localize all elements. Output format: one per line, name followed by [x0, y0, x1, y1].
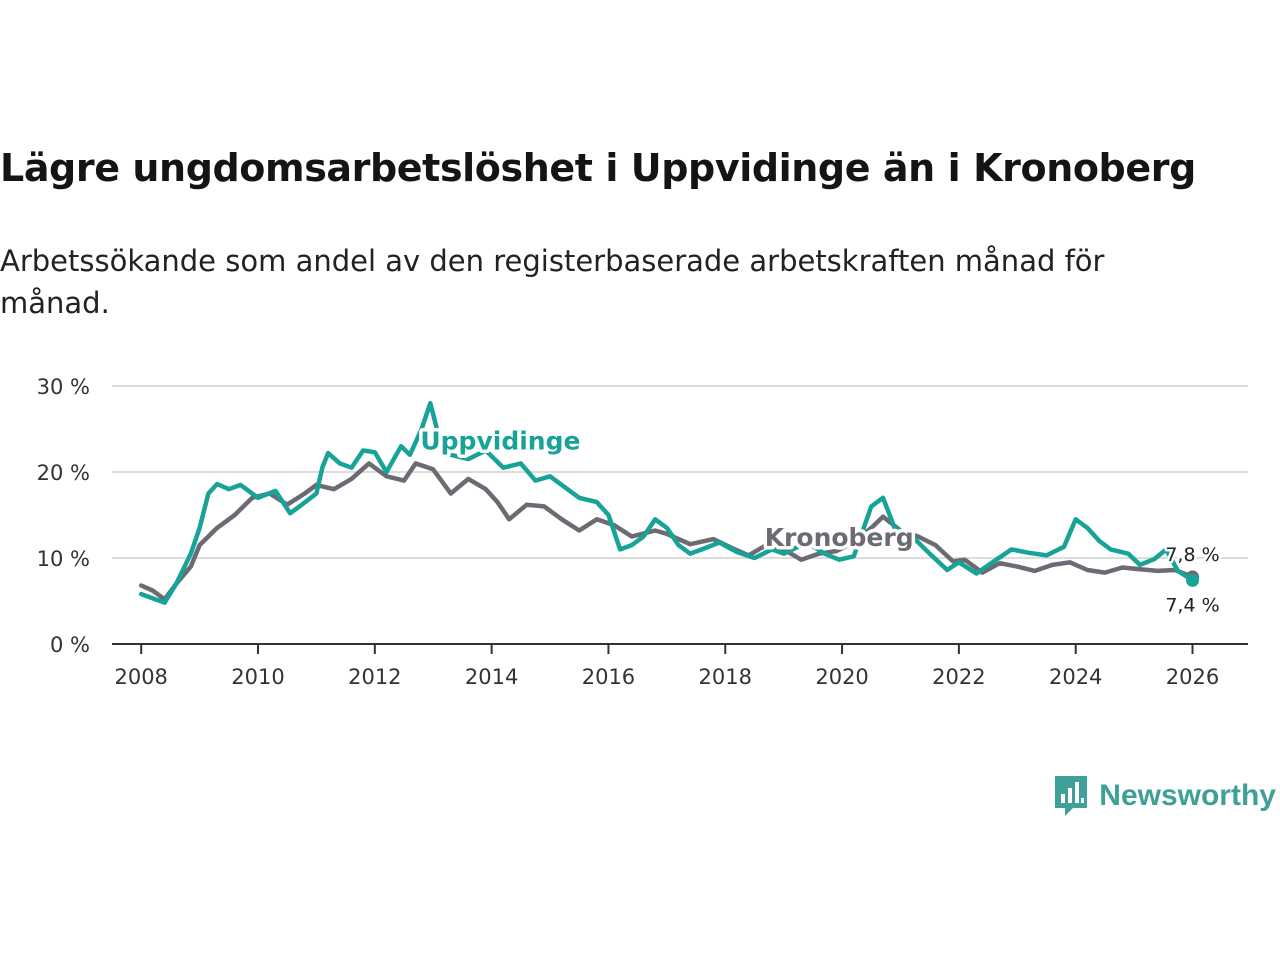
- chart-subtitle: Arbetssökande som andel av den registerb…: [0, 244, 1105, 320]
- y-tick-label: 0 %: [50, 633, 90, 657]
- end-label-kronoberg: 7,8 %: [1165, 544, 1219, 566]
- chart-title: Lägre ungdomsarbetslöshet i Uppvidinge ä…: [0, 146, 1196, 190]
- brand-name: Newsworthy: [1099, 779, 1276, 812]
- x-tick-label: 2018: [699, 665, 752, 689]
- newsworthy-logo-icon: [1055, 776, 1088, 816]
- series-label-kronoberg: Kronoberg: [765, 523, 914, 552]
- series-label-uppvidinge: Uppvidinge: [420, 427, 580, 456]
- end-point-uppvidinge: [1186, 573, 1200, 587]
- y-tick-label: 20 %: [37, 461, 90, 485]
- x-tick-label: 2024: [1049, 665, 1102, 689]
- x-tick-label: 2020: [815, 665, 868, 689]
- end-label-uppvidinge: 7,4 %: [1165, 594, 1219, 616]
- x-tick-label: 2014: [465, 665, 518, 689]
- series-labels: Uppvidinge Kronoberg 7,8 % 7,4 %: [417, 423, 1222, 619]
- x-tick-label: 2012: [348, 665, 401, 689]
- y-tick-label: 10 %: [37, 547, 90, 571]
- x-tick-label: 2008: [114, 665, 167, 689]
- y-tick-label: 30 %: [37, 375, 90, 399]
- x-tick-label: 2022: [932, 665, 985, 689]
- x-tick-label: 2026: [1166, 665, 1219, 689]
- series-line-uppvidinge: [138, 400, 1195, 605]
- newsworthy-logo: Newsworthy: [1053, 774, 1276, 818]
- x-axis-ticks: 2008 2010 2012 2014 2016 2018 2020 2022 2024 2026: [114, 644, 1219, 689]
- y-axis-ticks: 0 % 10 % 20 % 30 %: [37, 375, 90, 657]
- x-tick-label: 2010: [231, 665, 284, 689]
- x-tick-label: 2016: [582, 665, 635, 689]
- series-lines: [138, 400, 1200, 605]
- gridlines: [112, 385, 1248, 559]
